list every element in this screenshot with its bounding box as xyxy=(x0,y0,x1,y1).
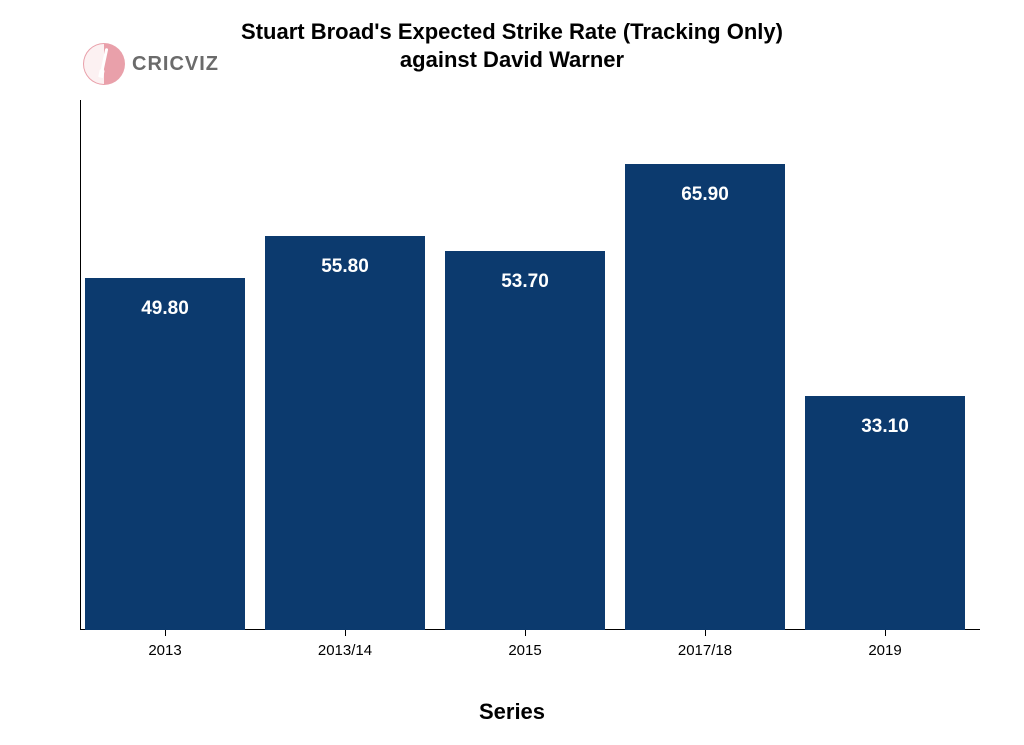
bar-value-label: 55.80 xyxy=(265,256,425,278)
x-tick-mark xyxy=(705,630,706,636)
cricviz-logo: CRICVIZ xyxy=(82,42,219,86)
bar: 33.10 xyxy=(805,396,965,630)
cricviz-logo-icon xyxy=(82,42,126,86)
bar-value-label: 49.80 xyxy=(85,298,245,320)
x-tick-label: 2013 xyxy=(85,642,245,659)
bar: 53.70 xyxy=(445,251,605,630)
x-tick-label: 2019 xyxy=(805,642,965,659)
bar: 65.90 xyxy=(625,164,785,630)
x-axis-title: Series xyxy=(0,699,1024,725)
chart-container: Stuart Broad's Expected Strike Rate (Tra… xyxy=(0,0,1024,745)
cricviz-logo-text: CRICVIZ xyxy=(132,53,219,76)
x-tick-mark xyxy=(345,630,346,636)
x-tick-label: 2017/18 xyxy=(625,642,785,659)
bar-value-label: 53.70 xyxy=(445,271,605,293)
y-axis-line xyxy=(80,100,81,630)
x-tick-mark xyxy=(885,630,886,636)
plot-area: 49.80 55.80 53.70 65.90 33.10 xyxy=(80,100,980,630)
x-tick-label: 2015 xyxy=(445,642,605,659)
x-tick-mark xyxy=(165,630,166,636)
x-tick-mark xyxy=(525,630,526,636)
bar-value-label: 33.10 xyxy=(805,416,965,438)
bar: 49.80 xyxy=(85,278,245,630)
bar: 55.80 xyxy=(265,236,425,630)
x-tick-label: 2013/14 xyxy=(265,642,425,659)
bar-value-label: 65.90 xyxy=(625,184,785,206)
